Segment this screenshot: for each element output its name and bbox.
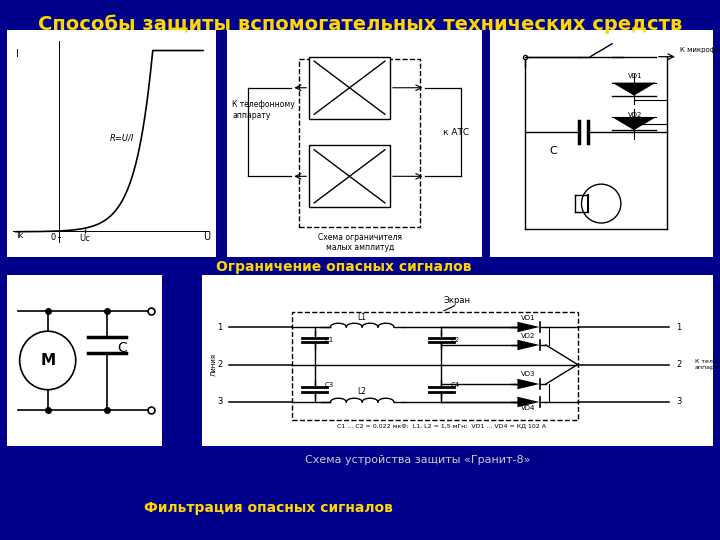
Text: 2: 2 (217, 360, 222, 369)
Text: К телефонному
аппарату: К телефонному аппарату (232, 100, 294, 119)
Text: C1: C1 (324, 337, 333, 343)
Polygon shape (518, 340, 539, 350)
Bar (292, 312, 577, 420)
Polygon shape (518, 379, 539, 389)
FancyBboxPatch shape (7, 30, 216, 256)
Text: VD2: VD2 (521, 333, 535, 339)
Text: Ik: Ik (16, 231, 23, 240)
Text: VD4: VD4 (521, 404, 535, 410)
Text: Способы защиты вспомогательных технических средств: Способы защиты вспомогательных техническ… (38, 15, 682, 34)
Text: Схема ограничителя
малых амплитуд: Схема ограничителя малых амплитуд (318, 233, 402, 252)
Text: L1: L1 (358, 313, 366, 321)
Text: к АТС: к АТС (443, 127, 469, 137)
Polygon shape (518, 397, 539, 407)
Text: VD2: VD2 (627, 112, 642, 118)
Text: Схема устройства защиты «Гранит-8»: Схема устройства защиты «Гранит-8» (305, 455, 531, 465)
Text: C1 ... C2 = 0,022 мкФ;  L1, L2 = 1,5 мГн;  VD1 ... VD4 = КД 102 А: C1 ... C2 = 0,022 мкФ; L1, L2 = 1,5 мГн;… (337, 423, 546, 429)
Text: C4: C4 (451, 382, 460, 388)
Text: I: I (16, 49, 19, 58)
FancyBboxPatch shape (7, 275, 162, 445)
Text: 3: 3 (676, 397, 682, 407)
Text: VD1: VD1 (627, 73, 642, 79)
Text: Линия: Линия (210, 353, 216, 376)
Text: Фильтрация опасных сигналов: Фильтрация опасных сигналов (144, 501, 393, 515)
FancyBboxPatch shape (202, 275, 713, 445)
Text: Экран: Экран (444, 296, 471, 305)
Text: 1: 1 (676, 322, 682, 332)
Text: К телефонному
аппарату: К телефонному аппарату (695, 359, 720, 370)
Text: C: C (549, 146, 557, 156)
FancyBboxPatch shape (490, 30, 713, 256)
Text: Uc: Uc (80, 234, 90, 243)
Text: M: M (40, 353, 55, 368)
Bar (299, 59, 420, 227)
FancyBboxPatch shape (227, 30, 482, 256)
Text: 1: 1 (217, 322, 222, 332)
Text: VD3: VD3 (521, 372, 535, 377)
Bar (309, 145, 390, 207)
Text: R=U/I: R=U/I (109, 134, 134, 143)
Polygon shape (612, 83, 656, 96)
Bar (309, 57, 390, 119)
Text: C2: C2 (451, 337, 460, 343)
Text: 3: 3 (217, 397, 222, 407)
Text: 0: 0 (51, 233, 56, 242)
Text: К микрофону: К микрофону (680, 48, 720, 53)
Text: Ограничение опасных сигналов: Ограничение опасных сигналов (216, 260, 472, 274)
Text: L2: L2 (358, 388, 366, 396)
Text: VD1: VD1 (521, 314, 535, 321)
Polygon shape (612, 117, 656, 130)
Polygon shape (518, 322, 539, 332)
Text: U: U (203, 232, 210, 242)
Text: 2: 2 (676, 360, 682, 369)
Text: C3: C3 (324, 382, 333, 388)
Text: C: C (117, 341, 127, 355)
